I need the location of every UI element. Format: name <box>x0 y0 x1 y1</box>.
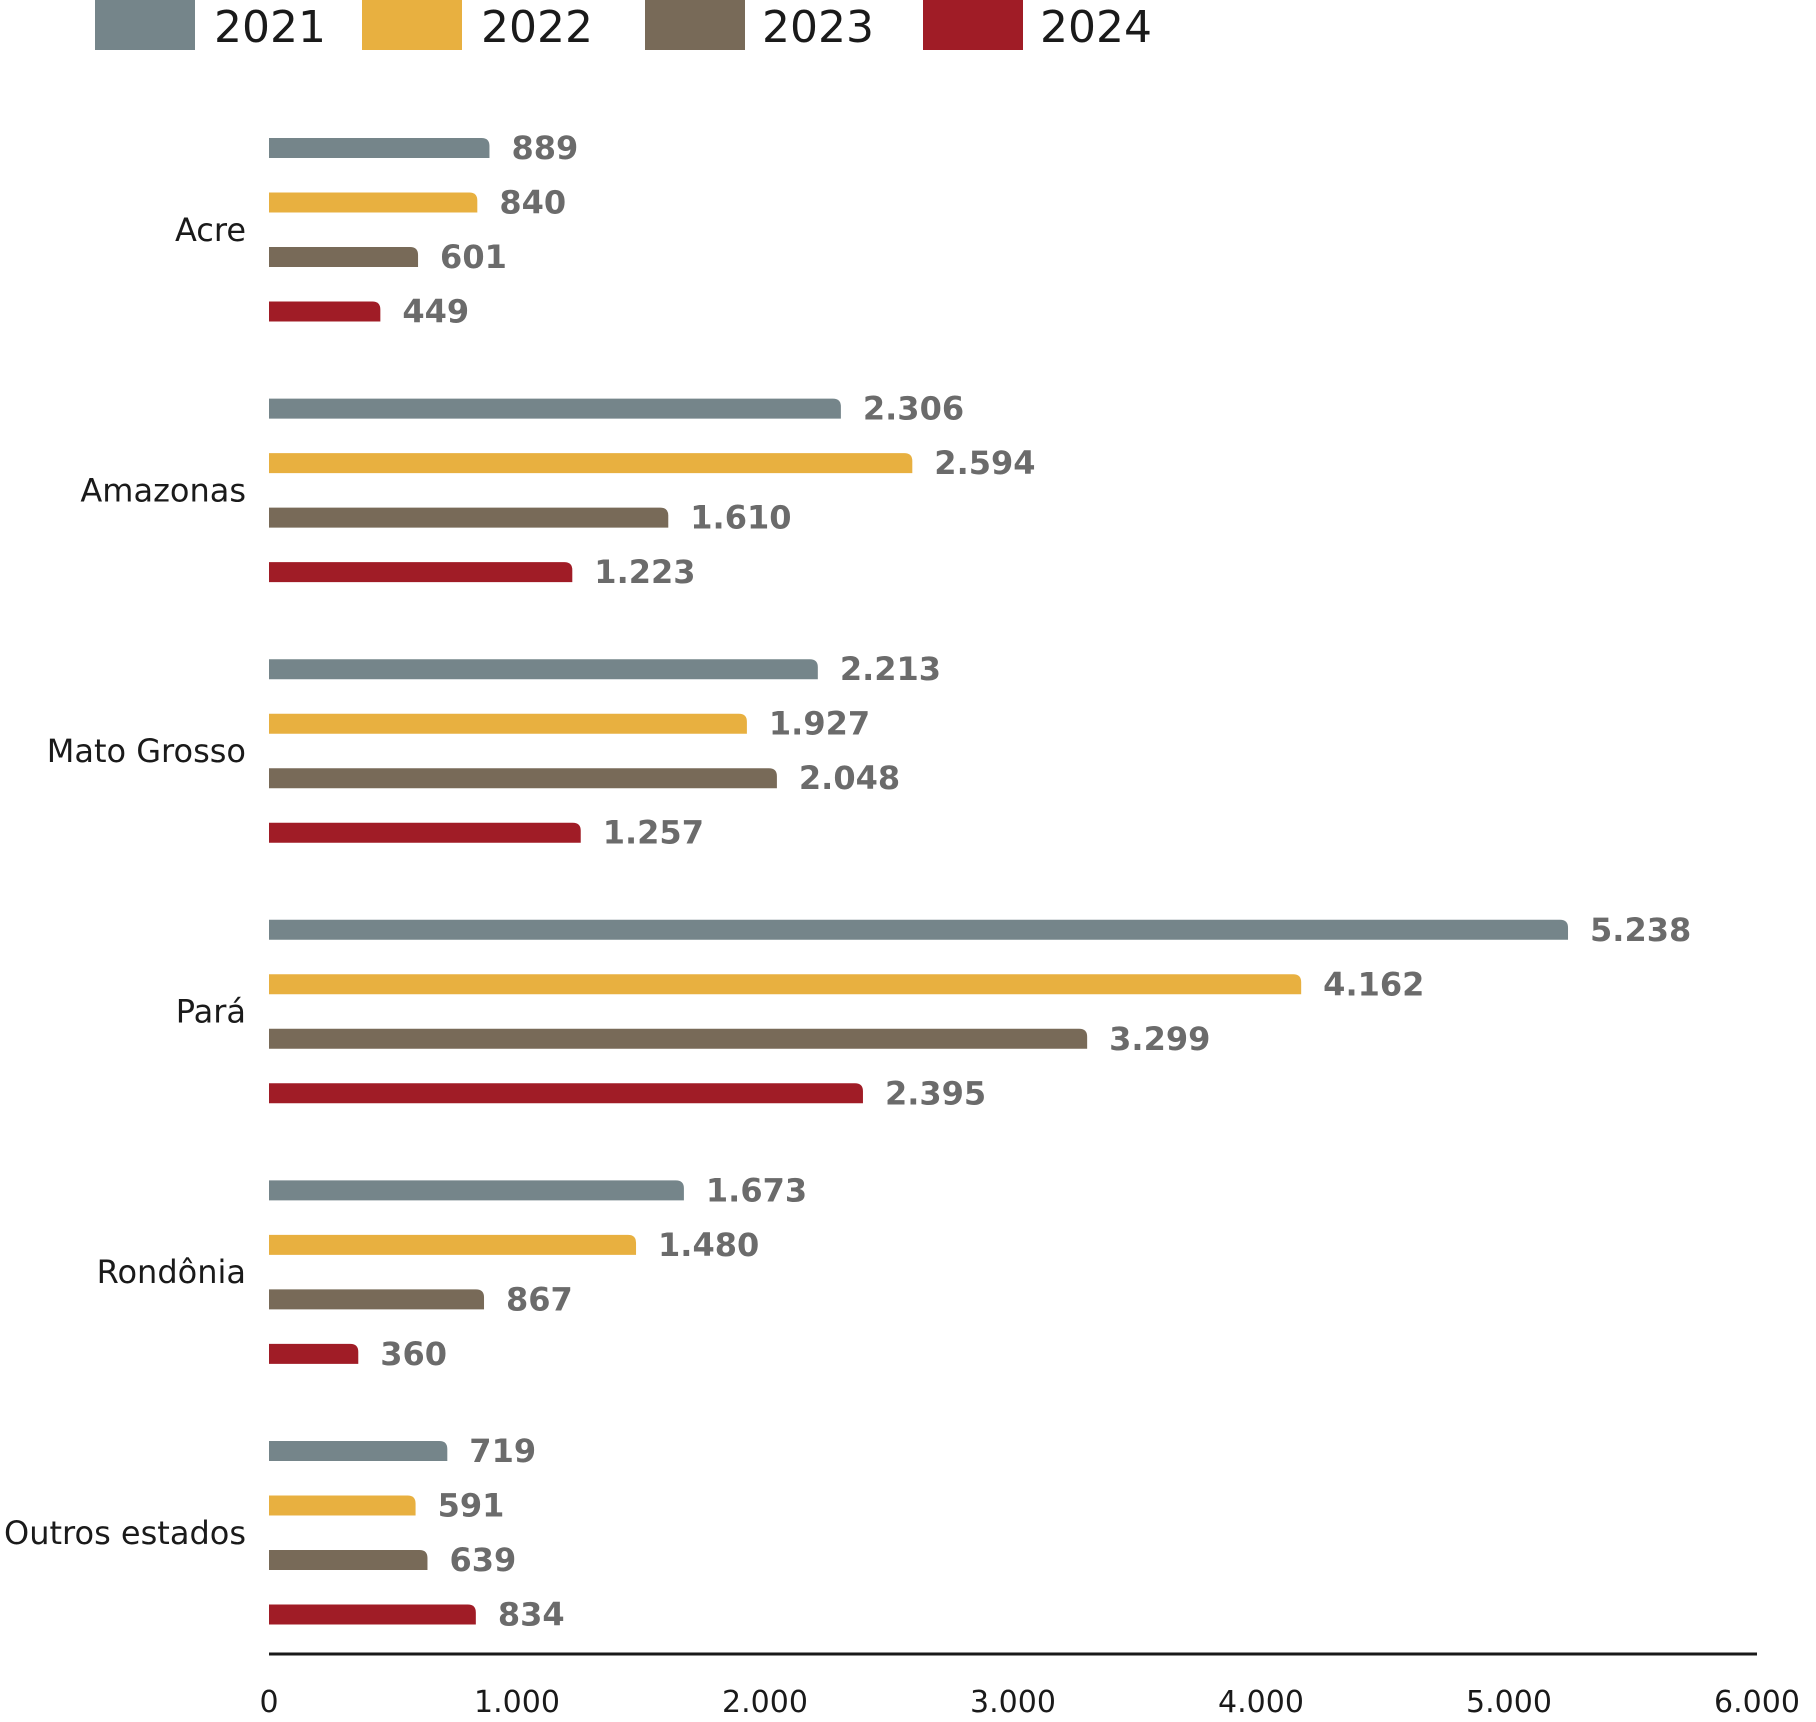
bar-2023 <box>269 1289 485 1310</box>
data-label: 2.395 <box>885 1074 986 1112</box>
legend-label-2024: 2024 <box>1040 2 1152 53</box>
data-label: 719 <box>469 1432 536 1470</box>
data-label: 2.213 <box>840 650 941 688</box>
bar-2022 <box>269 713 747 734</box>
bar-2021 <box>269 919 1569 940</box>
bar-2022 <box>269 192 478 213</box>
legend-swatch-2024 <box>923 0 1023 50</box>
data-label: 639 <box>449 1541 516 1579</box>
data-label: 2.306 <box>863 390 964 428</box>
data-label: 5.238 <box>1590 911 1691 949</box>
data-label: 601 <box>440 238 507 276</box>
data-label: 360 <box>380 1335 447 1373</box>
bar-2021 <box>269 1180 684 1201</box>
category-label: Outros estados <box>4 1514 246 1552</box>
data-label: 889 <box>511 129 578 167</box>
bar-2022 <box>269 453 913 474</box>
x-axis: 0 1.000 2.000 3.000 4.000 5.000 6.000 <box>259 1652 1800 1720</box>
bar-2021 <box>269 138 490 158</box>
bar-2024 <box>269 301 381 322</box>
x-tick-label: 4.000 <box>1218 1685 1304 1720</box>
bar-2023 <box>269 768 777 789</box>
bar-2023 <box>269 507 669 528</box>
bar-2022 <box>269 1495 416 1516</box>
legend-label-2021: 2021 <box>214 2 326 53</box>
x-tick-label: 1.000 <box>474 1685 560 1720</box>
bar-2024 <box>269 1343 359 1364</box>
bar-2022 <box>269 974 1302 995</box>
bar-2021 <box>269 1441 448 1461</box>
data-label: 1.223 <box>594 553 695 591</box>
bar-2024 <box>269 562 573 583</box>
category-label: Acre <box>175 211 246 249</box>
data-label: 3.299 <box>1109 1020 1210 1058</box>
data-label: 834 <box>498 1596 565 1634</box>
x-tick-label: 5.000 <box>1466 1685 1552 1720</box>
data-label: 591 <box>438 1487 505 1525</box>
bar-2023 <box>269 1550 428 1570</box>
x-tick-label: 0 <box>259 1685 278 1720</box>
bar-2022 <box>269 1234 637 1255</box>
bars: 889 840 601 449 2.306 2.594 1.610 1.223 2.213 1.9… <box>269 129 1691 1634</box>
data-label: 2.594 <box>934 444 1035 482</box>
bar-2021 <box>269 398 841 419</box>
category-label: Rondônia <box>97 1253 246 1291</box>
bar-2024 <box>269 1604 476 1625</box>
data-label: 1.927 <box>769 705 870 743</box>
data-label: 867 <box>506 1280 573 1318</box>
legend-label-2023: 2023 <box>762 2 874 53</box>
category-label: Amazonas <box>80 471 246 509</box>
legend: 2021 2022 2023 2024 <box>95 0 1152 53</box>
data-label: 1.673 <box>706 1171 807 1209</box>
bar-2023 <box>269 247 419 267</box>
legend-swatch-2021 <box>95 0 195 50</box>
data-label: 2.048 <box>799 759 900 797</box>
category-labels: Acre Amazonas Mato Grosso Pará Rondônia Outro… <box>4 211 246 1552</box>
bar-2024 <box>269 1083 863 1104</box>
x-tick-label: 6.000 <box>1714 1685 1800 1720</box>
data-label: 840 <box>499 184 566 222</box>
bar-2023 <box>269 1028 1088 1049</box>
bar-2024 <box>269 822 581 843</box>
category-label: Pará <box>176 993 246 1031</box>
category-label: Mato Grosso <box>47 732 246 770</box>
legend-swatch-2022 <box>362 0 462 50</box>
data-label: 4.162 <box>1323 965 1424 1003</box>
data-label: 1.610 <box>690 499 791 537</box>
data-label: 1.257 <box>603 814 704 852</box>
data-label: 449 <box>402 293 469 331</box>
legend-label-2022: 2022 <box>481 2 593 53</box>
x-tick-label: 3.000 <box>970 1685 1056 1720</box>
data-label: 1.480 <box>658 1226 759 1264</box>
bar-2021 <box>269 659 818 680</box>
x-tick-label: 2.000 <box>722 1685 808 1720</box>
legend-swatch-2023 <box>645 0 745 50</box>
